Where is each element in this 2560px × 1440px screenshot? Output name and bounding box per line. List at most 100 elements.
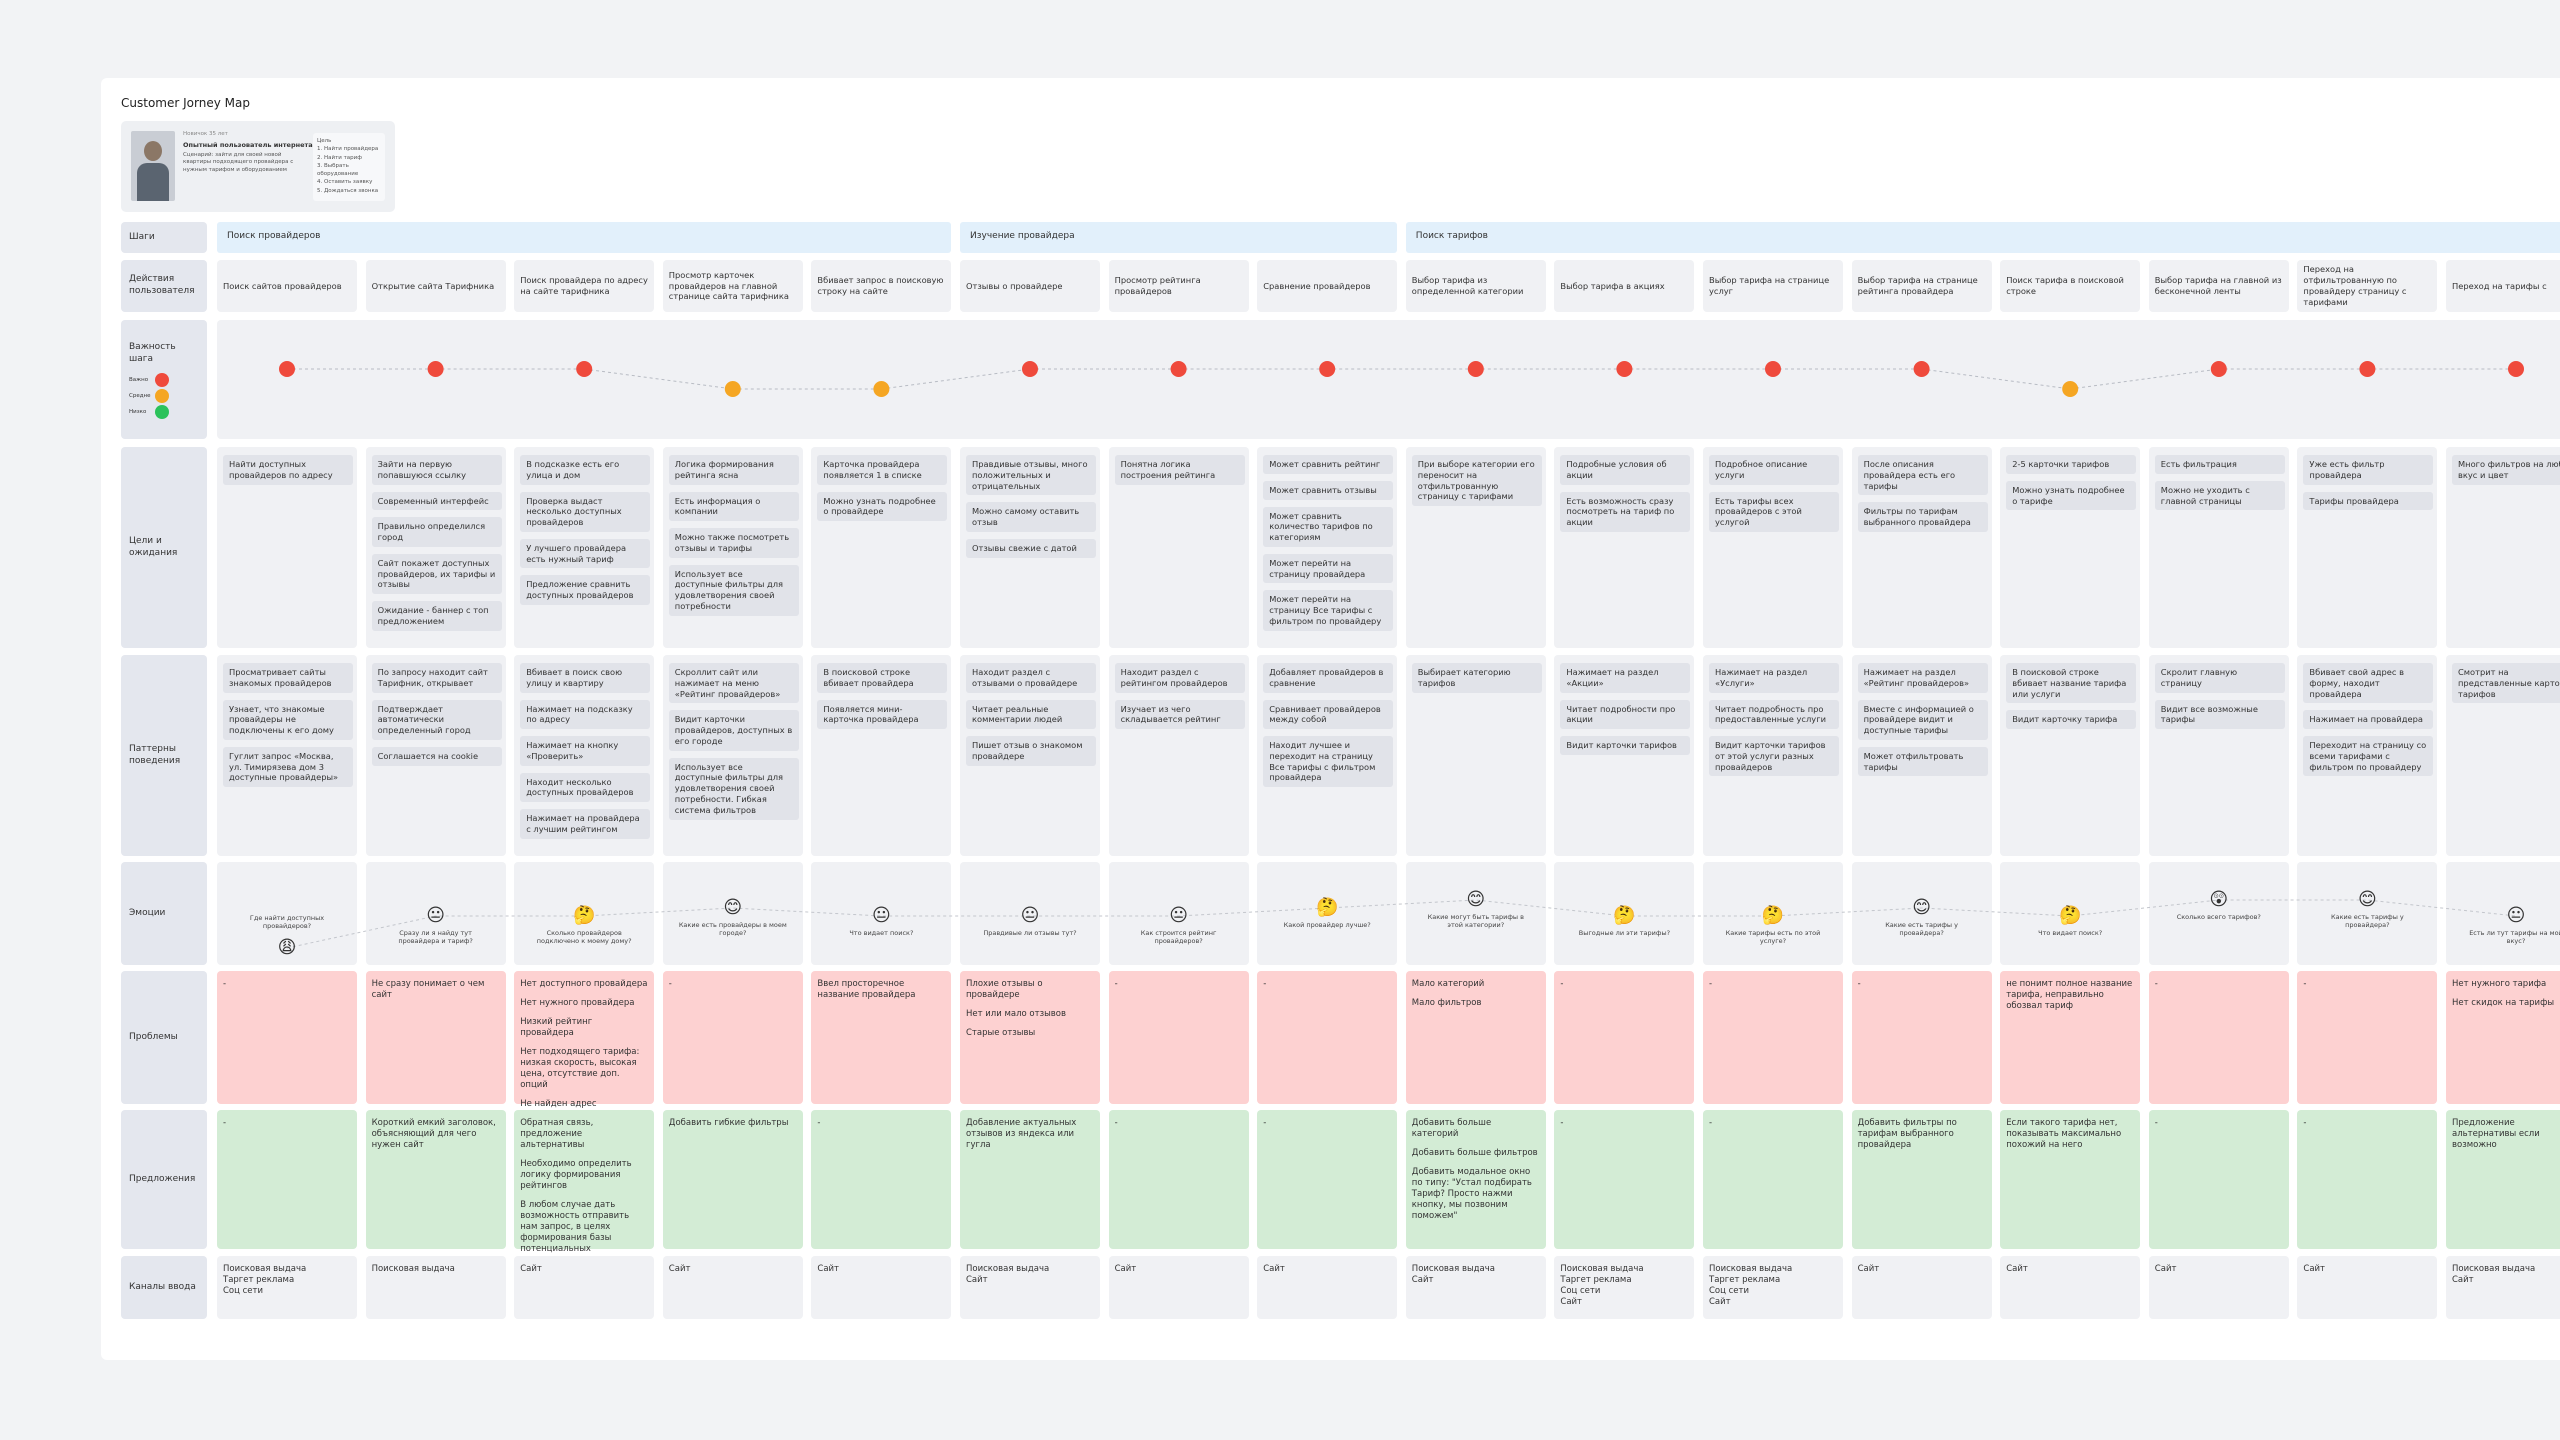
goal-card: Может перейти на страницу провайдера [1263, 553, 1394, 584]
suggestions-cell: - [2297, 1110, 2438, 1249]
patterns-cell: Смотрит на представленные карточки тариф… [2446, 655, 2560, 856]
patterns-cell: По запросу находит сайт Тарифник, открыв… [365, 655, 506, 856]
emotion-caption: Какие есть провайдеры в моем городе? [678, 921, 787, 938]
channels-cell: Сайт [2148, 1256, 2289, 1319]
suggestions-cell: Добавить больше категорий Добавить больше… [1405, 1110, 1546, 1249]
patterns-cell: Выбирает категорию тарифов [1405, 655, 1546, 856]
legend-item: Средне [129, 389, 169, 404]
channels-text: Поисковая выдача [2452, 1264, 2536, 1274]
emotion-caption: Какой провайдер лучше? [1283, 921, 1371, 929]
patterns-cell: В поисковой строке вбивает провайдера Поя… [811, 655, 952, 856]
goal-card: Есть возможность сразу посмотреть на тар… [1560, 491, 1691, 532]
action-cell: Отзывы о провайдере [960, 260, 1100, 312]
channels-cell: Сайт [1108, 1256, 1249, 1319]
channels-text: Сайт [817, 1264, 840, 1274]
problems-cell: не понимт полное название тарифа, неправ… [2000, 971, 2141, 1104]
goal-card: В подсказке есть его улица и дом [520, 455, 651, 485]
row-label-text: Паттерны поведения [129, 743, 181, 766]
goal-card: Отзывы свежие с датой [966, 538, 1096, 558]
pattern-card: Вбивает в поиск свою улицу и квартиру [520, 663, 651, 693]
persona-goal: 3. Выбрать оборудование [317, 162, 359, 177]
persona-goal: 5. Дождаться звонка [317, 187, 379, 194]
stage-bar: Поиск тарифов [1405, 222, 2560, 253]
goals-cell: Правдивые отзывы, много положительных и … [960, 447, 1100, 648]
suggestions-text: - [1114, 1118, 1118, 1128]
persona-photo [131, 131, 175, 201]
row-label: Каналы ввода [121, 1256, 207, 1319]
emotion-emoji: 🤔 [2058, 905, 2082, 926]
pattern-card: Гуглит запрос «Москва, ул. Тимирязева до… [223, 746, 353, 788]
suggestions-cell: - [1108, 1110, 1249, 1249]
suggestions-text: Добавить больше категорий [1411, 1118, 1492, 1140]
emotion-emoji: 😊 [723, 897, 743, 918]
goal-card: Можно также посмотреть отзывы и тарифы [668, 528, 799, 558]
channels-text: Поисковая выдача [1560, 1264, 1644, 1274]
action-cell: Поиск провайдера по адресу на сайте тари… [514, 260, 655, 312]
emotion-caption: Есть ли тут тарифы на мой вкус? [2469, 929, 2560, 946]
emotion-caption: Где найти доступных провайдеров? [249, 914, 325, 931]
goal-card: Проверка выдаст несколько доступных пров… [520, 491, 651, 532]
stage-name: Изучение провайдера [970, 231, 1075, 241]
problems-cell: - [1703, 971, 1843, 1104]
pattern-card: Скролит главную страницу [2154, 663, 2285, 693]
action-cell: Выбор тарифа в акциях [1554, 260, 1695, 312]
suggestions-text: - [223, 1118, 227, 1128]
suggestions-cell: - [1554, 1110, 1695, 1249]
problems-text: Ввел просторечное название провайдера [817, 979, 916, 1001]
goal-card: Может перейти на страницу Все тарифы с ф… [1263, 590, 1394, 631]
action-text: Отзывы о провайдере [966, 280, 1063, 291]
pattern-card: Видит все возможные тарифы [2154, 699, 2285, 730]
row-label-text: Цели и ожидания [129, 535, 178, 558]
pattern-card: Изучает из чего складывается рейтинг [1114, 699, 1245, 730]
goals-cell: Карточка провайдера появляется 1 в списк… [811, 447, 952, 648]
goals-cell: Найти доступных провайдеров по адресу [217, 447, 357, 648]
channels-text: Соц сети [223, 1286, 264, 1297]
emotion-caption: Сразу ли я найду тут провайдера и тариф? [398, 929, 473, 946]
action-cell: Поиск тарифа в поисковой строке [2000, 260, 2141, 312]
suggestions-text: Добавить фильтры по тарифам выбранного п… [1857, 1118, 1957, 1151]
row-label: Шаги [121, 222, 207, 253]
channels-text: Поисковая выдача [371, 1264, 455, 1274]
pattern-card: Вместе с информацией о провайдере видит … [1857, 699, 1988, 740]
emotion-caption: Правдивые ли отзывы тут? [983, 929, 1077, 937]
pattern-card: В поисковой строке вбивает название тари… [2006, 663, 2137, 704]
channels-cell: Поисковая выдача Сайт [2446, 1256, 2560, 1319]
channels-cell: Сайт [1851, 1256, 1992, 1319]
pattern-card: Появляется мини-карточка провайдера [817, 699, 948, 730]
action-text: Поиск тарифа в поисковой строке [2006, 275, 2124, 296]
action-text: Выбор тарифа в акциях [1560, 280, 1665, 291]
channels-text: Поисковая выдача [223, 1264, 307, 1274]
channels-text: Таргет реклама [223, 1275, 295, 1286]
emotion-caption: Как строится рейтинг провайдеров? [1140, 929, 1217, 946]
patterns-cell: Нажимает на раздел «Акции» Читает подробн… [1554, 655, 1695, 856]
pattern-card: Видит карточки провайдеров, доступных в … [668, 710, 799, 751]
suggestions-cell: Добавить фильтры по тарифам выбранного п… [1851, 1110, 1992, 1249]
channels-text: Сайт [1857, 1264, 1880, 1274]
patterns-cell: Вбивает в поиск свою улицу и квартиру Наж… [514, 655, 655, 856]
channels-text: Поисковая выдача [966, 1264, 1050, 1274]
legend-text: Низко [129, 408, 147, 415]
goals-cell: Логика формирования рейтинга ясна Есть ин… [662, 447, 803, 648]
problems-text: Не найден адрес [520, 1099, 597, 1110]
emotion-emoji: 🤔 [1761, 905, 1785, 926]
row-label-text: Действия пользователя [129, 274, 195, 296]
emotion-emoji: 😐 [426, 905, 445, 926]
action-text: Поиск сайтов провайдеров [223, 280, 342, 291]
suggestions-text: В любом случае дать возможность отправит… [520, 1200, 630, 1255]
channels-cell: Сайт [2000, 1256, 2141, 1319]
problems-cell: - [2297, 971, 2438, 1104]
problems-cell: - [217, 971, 357, 1104]
patterns-cell: В поисковой строке вбивает название тари… [2000, 655, 2141, 856]
pattern-card: Нажимает на раздел «Рейтинг провайдеров» [1857, 663, 1988, 693]
goal-card: 2-5 карточки тарифов [2006, 455, 2137, 474]
row-label: Эмоции [121, 862, 207, 965]
problems-text: Плохие отзывы о провайдере [966, 979, 1043, 1001]
row-label: Предложения [121, 1110, 207, 1249]
action-text: Сравнение провайдеров [1263, 280, 1371, 291]
pattern-card: Сравнивает провайдеров между собой [1263, 699, 1394, 730]
problems-cell: - [1257, 971, 1398, 1104]
goal-card: Можно самому оставить отзыв [966, 502, 1096, 532]
pattern-card: Скроллит сайт или нажимает на меню «Рейт… [668, 663, 799, 704]
pattern-card: Просматривает сайты знакомых провайдеров [223, 663, 353, 693]
goals-cell: Понятна логика построения рейтинга [1108, 447, 1249, 648]
